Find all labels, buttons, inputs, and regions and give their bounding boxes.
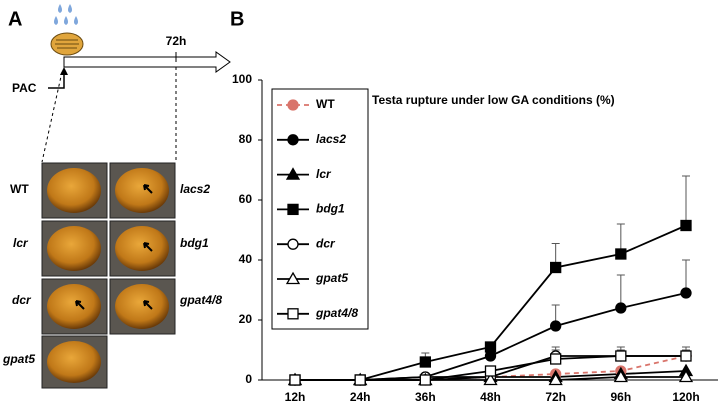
time-label: 72h — [166, 34, 187, 48]
x-tick-label: 72h — [545, 390, 566, 404]
seed-photo — [115, 284, 169, 329]
legend-marker — [287, 99, 299, 111]
photo-label: bdg1 — [180, 236, 209, 250]
legend-marker — [287, 134, 299, 146]
treatment-label: PAC — [12, 81, 37, 95]
chart-title: Testa rupture under low GA conditions (%… — [372, 93, 615, 107]
photo-label: WT — [10, 182, 29, 196]
legend-marker — [285, 271, 301, 285]
data-point — [678, 369, 694, 383]
time-arrow — [63, 51, 231, 73]
data-point — [354, 374, 366, 386]
data-point — [550, 320, 562, 332]
data-point — [680, 287, 692, 299]
x-tick-label: 12h — [285, 390, 306, 404]
photo-label: lacs2 — [180, 182, 210, 196]
data-point — [615, 248, 627, 260]
data-point — [548, 372, 563, 386]
y-tick-label: 40 — [239, 252, 253, 266]
legend-label: WT — [316, 97, 335, 111]
seed-photo — [47, 226, 101, 271]
data-point — [289, 374, 301, 386]
legend-marker — [287, 238, 299, 250]
data-point — [484, 341, 497, 353]
x-tick-label: 120h — [672, 390, 699, 404]
seed-icon — [50, 32, 84, 56]
legend-label: dcr — [316, 236, 336, 250]
x-tick-label: 48h — [480, 390, 501, 404]
legend-label: lcr — [316, 167, 332, 181]
data-point — [483, 372, 498, 386]
legend-marker — [287, 308, 299, 320]
data-point — [615, 350, 627, 362]
photo-grid: WT lacs2 lcr bdg1 dcr gpat4/8 gpat5 — [2, 162, 222, 389]
data-point — [484, 365, 497, 377]
photo-label: dcr — [12, 293, 32, 307]
legend-marker — [287, 203, 299, 216]
data-point — [680, 350, 692, 362]
data-point — [680, 219, 692, 232]
seed-photo — [115, 226, 169, 271]
legend-label: bdg1 — [316, 202, 345, 216]
seed-photo — [47, 341, 101, 383]
water-drops — [54, 4, 78, 25]
x-tick-label: 24h — [350, 390, 371, 404]
rupture-arrow — [143, 184, 153, 194]
y-tick-label: 60 — [239, 192, 253, 206]
legend-label: gpat5 — [315, 271, 348, 285]
rupture-arrow — [143, 242, 153, 252]
legend-label: gpat4/8 — [315, 306, 358, 320]
data-point — [419, 356, 431, 368]
photo-label: lcr — [13, 236, 29, 250]
x-tick-label: 96h — [610, 390, 631, 404]
photo-label: gpat4/8 — [179, 293, 222, 307]
seed-photo — [115, 168, 169, 213]
data-point — [550, 353, 562, 365]
panel-letter: B — [230, 8, 244, 30]
seed-photo — [47, 284, 101, 329]
data-point — [615, 302, 627, 314]
data-point — [613, 369, 628, 383]
data-point — [419, 374, 431, 386]
x-tick-label: 36h — [415, 390, 436, 404]
rupture-arrow — [143, 300, 153, 310]
y-tick-label: 20 — [239, 312, 253, 326]
plot: 0 20 40 60 80 100 12h 24h 36h 48h 72h 96h 120h WT lacs… — [232, 72, 700, 404]
y-tick-label: 0 — [245, 372, 252, 386]
legend-label: lacs2 — [316, 132, 346, 146]
seed-photo — [47, 168, 101, 213]
error-bar — [682, 175, 690, 226]
zoom-lines — [41, 67, 177, 163]
rupture-arrow — [75, 300, 85, 310]
y-tick-label: 100 — [232, 72, 252, 86]
legend-marker — [285, 167, 301, 180]
y-tick-label: 80 — [239, 132, 253, 146]
pac-line — [48, 75, 65, 89]
panel-letter: A — [8, 8, 22, 30]
data-point — [550, 261, 562, 274]
photo-label: gpat5 — [2, 352, 35, 366]
